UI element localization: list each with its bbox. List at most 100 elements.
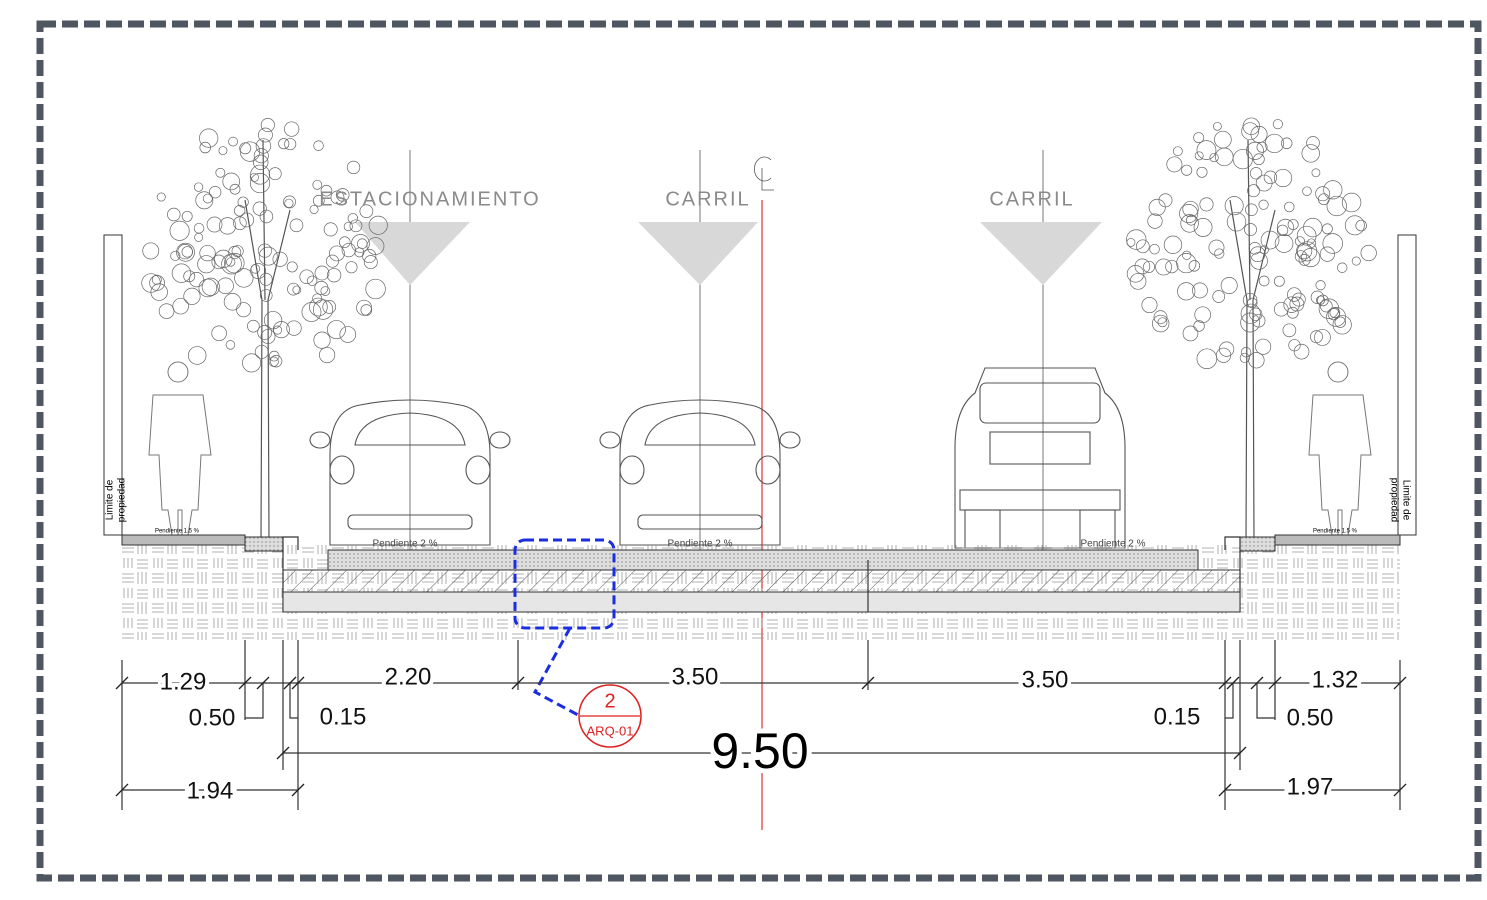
frame (36, 20, 1482, 882)
foliage (1258, 199, 1269, 210)
foliage (1319, 246, 1335, 262)
foliage (195, 191, 214, 210)
foliage (1199, 197, 1214, 212)
foliage (1219, 341, 1235, 357)
foliage (356, 238, 368, 249)
dimension-tick (291, 783, 305, 797)
sidewalk (1274, 534, 1401, 546)
foliage (1240, 312, 1261, 333)
foliage (1272, 119, 1283, 130)
dimension-labels: 1.29 2.20 3.50 3.50 1.32 0.50 0.15 0.15 … (156, 659, 1363, 808)
dimension-tick (1218, 783, 1232, 797)
foliage (239, 142, 252, 155)
foliage (1247, 297, 1258, 309)
person-body (1308, 394, 1372, 536)
foliage (1226, 212, 1247, 232)
person (1308, 361, 1372, 536)
car-body (954, 367, 1126, 549)
foliage (1315, 186, 1331, 202)
foliage (312, 293, 323, 304)
foliage (1232, 149, 1253, 170)
dimension-tick (1218, 676, 1232, 690)
foliage (312, 299, 334, 320)
foliage (286, 320, 302, 336)
dimension-tick (291, 676, 305, 690)
foliage (1245, 203, 1258, 217)
foliage (226, 257, 236, 267)
foliage (1134, 258, 1151, 275)
car-body (329, 399, 491, 546)
dimension-tick (115, 676, 129, 690)
foliage (199, 244, 216, 262)
foliage (320, 286, 331, 296)
dimension-tick (238, 676, 252, 690)
foliage (158, 303, 175, 319)
foliage (211, 325, 227, 342)
car-mirror (309, 431, 331, 449)
foliage (1288, 339, 1301, 352)
slope-label: Pendiente 2 % (372, 539, 437, 550)
foliage (1244, 223, 1257, 236)
foliage (1209, 152, 1219, 163)
foliage (215, 167, 226, 178)
foliage (1179, 204, 1199, 224)
foliage (1143, 260, 1155, 273)
foliage (272, 251, 288, 267)
car-wheel (964, 509, 1001, 549)
foliage (1177, 282, 1196, 301)
foliage (223, 293, 242, 311)
car-light (329, 455, 355, 485)
dimension: 3.50 (672, 663, 719, 690)
tree (141, 117, 388, 541)
total-dimension: 9.50 (711, 723, 808, 779)
foliage (335, 188, 350, 202)
foliage (221, 253, 242, 275)
foliage (217, 277, 234, 295)
foliage (1239, 352, 1250, 363)
foliage (1253, 153, 1265, 166)
subbase-layer (282, 591, 1241, 613)
foliage (1252, 314, 1266, 328)
tree (1126, 117, 1377, 541)
foliage (258, 246, 278, 266)
foliage (1344, 215, 1365, 236)
foliage (347, 213, 359, 224)
foliage (326, 320, 346, 340)
foliage (1247, 184, 1260, 198)
dimension-tick (276, 746, 290, 760)
foliage (1214, 130, 1232, 149)
foliage (1280, 137, 1293, 150)
foliage (1196, 140, 1217, 160)
dimension-lines (121, 640, 1401, 810)
foliage (365, 278, 386, 300)
foliage (268, 167, 282, 181)
foliage (142, 242, 160, 260)
foliage (1294, 236, 1306, 247)
car-plate (989, 431, 1091, 465)
foliage (253, 154, 269, 170)
foliage (1129, 273, 1147, 290)
property-wall (103, 234, 123, 536)
tree-trunk (244, 139, 291, 541)
leader (532, 627, 581, 718)
foliage (234, 268, 254, 288)
foliage (1181, 164, 1193, 176)
dimension-tick (1233, 746, 1247, 760)
foliage (225, 340, 236, 350)
dimension-tick (283, 676, 297, 690)
foliage (1296, 225, 1317, 246)
dimension: 0.50 (1287, 704, 1334, 731)
property-label: propiedad (1388, 478, 1399, 522)
dimension: 1.97 (1287, 773, 1334, 800)
foliage (250, 263, 267, 280)
foliage (167, 207, 181, 222)
foliage (201, 277, 220, 296)
foliage (1193, 320, 1205, 332)
foliage (172, 297, 189, 315)
foliage (250, 164, 271, 185)
foliage (228, 245, 242, 259)
foliage (1255, 174, 1273, 192)
foliage (183, 287, 201, 305)
foliage (1260, 230, 1280, 250)
dimension-tick (861, 676, 875, 690)
